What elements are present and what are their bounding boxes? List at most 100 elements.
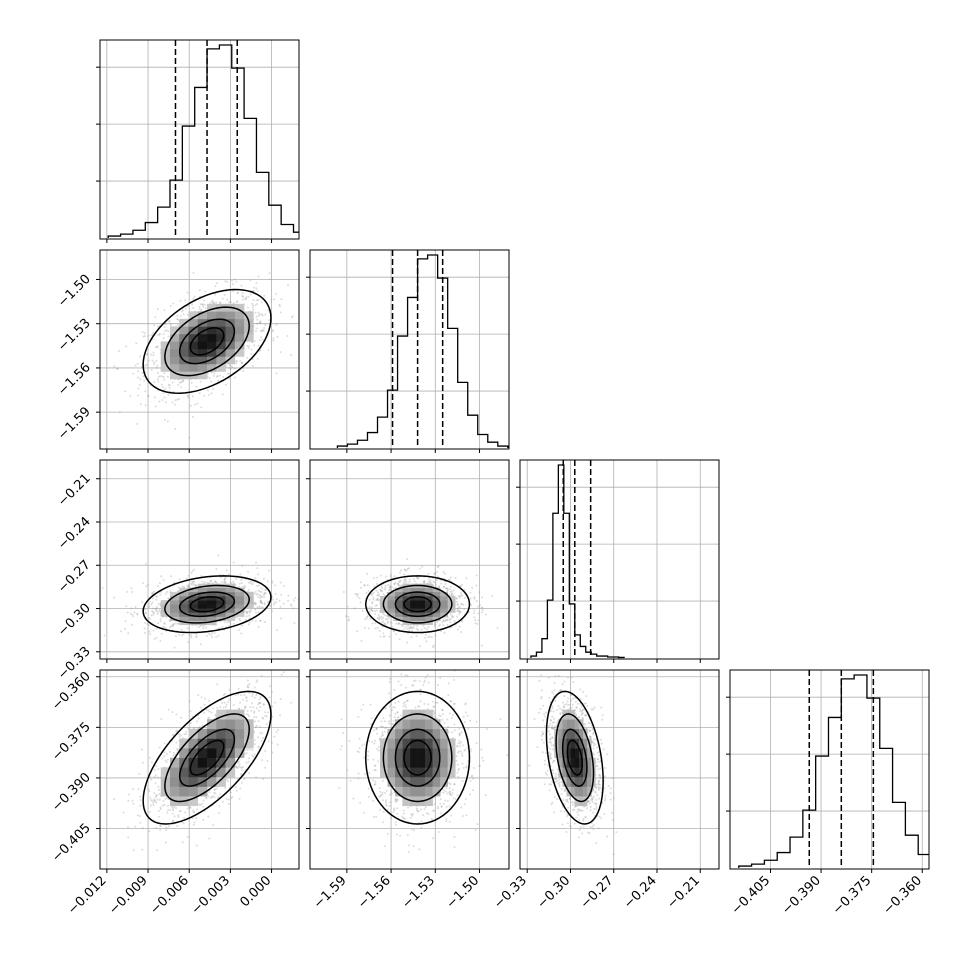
scatter-point — [220, 580, 223, 583]
scatter-point — [264, 592, 267, 595]
scatter-point — [407, 567, 410, 570]
scatter-point — [432, 645, 435, 648]
scatter-point — [256, 605, 259, 608]
panel-content — [310, 460, 509, 659]
scatter-point — [377, 598, 380, 601]
scatter-point — [193, 295, 196, 298]
scatter-point — [217, 796, 220, 799]
scatter-point — [201, 303, 204, 306]
scatter-point — [366, 614, 369, 617]
scatter-point — [183, 817, 186, 820]
scatter-point — [224, 280, 227, 283]
density-cell — [225, 616, 236, 621]
scatter-point — [354, 592, 357, 595]
scatter-point — [215, 788, 218, 791]
scatter-point — [255, 593, 258, 596]
scatter-point — [290, 604, 293, 607]
scatter-point — [217, 379, 220, 382]
scatter-point — [152, 611, 155, 614]
scatter-point — [442, 570, 445, 573]
density-cell — [447, 608, 456, 613]
scatter-point — [153, 775, 156, 778]
density-cell — [234, 318, 245, 327]
panel-content — [100, 670, 299, 869]
scatter-point — [263, 602, 266, 605]
density-cell — [179, 616, 189, 621]
scatter-point — [442, 585, 445, 588]
scatter-point — [224, 692, 227, 695]
scatter-point — [271, 691, 274, 694]
scatter-point — [152, 590, 155, 593]
density-cell — [197, 591, 208, 597]
scatter-point — [156, 612, 159, 615]
scatter-point — [227, 573, 230, 576]
scatter-point — [389, 575, 392, 578]
scatter-point — [250, 348, 253, 351]
scatter-point — [141, 600, 144, 603]
scatter-point — [204, 581, 207, 584]
scatter-point — [205, 634, 208, 637]
density-cell — [179, 363, 189, 372]
scatter-point — [393, 583, 396, 586]
density-cell — [169, 591, 180, 597]
density-cell — [216, 363, 226, 372]
scatter-point — [475, 600, 478, 603]
scatter-point — [150, 804, 153, 807]
scatter-point — [155, 595, 158, 598]
scatter-point — [202, 799, 205, 802]
scatter-point — [163, 626, 166, 629]
scatter-point — [132, 802, 135, 805]
scatter-point — [258, 606, 261, 609]
scatter-point — [184, 308, 187, 311]
density-cell — [225, 612, 236, 617]
scatter-point — [257, 625, 260, 628]
scatter-point — [264, 588, 267, 591]
scatter-point — [167, 808, 170, 811]
scatter-point — [152, 613, 155, 616]
density-cell — [216, 311, 226, 320]
scatter-point — [153, 324, 156, 327]
scatter-point — [290, 354, 293, 357]
scatter-point — [182, 633, 185, 636]
scatter-point — [423, 627, 426, 630]
scatter-point — [235, 280, 238, 283]
scatter-point — [449, 585, 452, 588]
scatter-point — [461, 594, 464, 597]
scatter-point — [363, 584, 366, 587]
scatter-point — [232, 561, 235, 564]
scatter-point — [152, 804, 155, 807]
scatter-point — [141, 827, 144, 830]
scatter-point — [194, 403, 197, 406]
scatter-point — [434, 634, 437, 637]
scatter-point — [232, 580, 235, 583]
scatter-point — [398, 571, 401, 574]
scatter-point — [393, 582, 396, 585]
scatter-point — [214, 580, 217, 583]
scatter-point — [199, 380, 202, 383]
scatter-point — [189, 722, 192, 725]
scatter-point — [211, 300, 214, 303]
scatter-point — [262, 703, 265, 706]
scatter-point — [166, 375, 169, 378]
scatter-point — [391, 625, 394, 628]
density-cell — [197, 348, 208, 357]
density-cell — [216, 318, 226, 327]
density-cell — [417, 587, 426, 593]
scatter-point — [429, 579, 432, 582]
density-cell — [179, 591, 189, 597]
scatter-point — [113, 365, 116, 368]
scatter-point — [286, 599, 289, 602]
scatter-point — [158, 609, 161, 612]
contour-2-1-0 — [364, 575, 471, 634]
scatter-point — [178, 578, 181, 581]
scatter-point — [231, 279, 234, 282]
scatter-point — [259, 725, 262, 728]
scatter-point — [158, 333, 161, 336]
scatter-point — [433, 623, 436, 626]
density-cell — [197, 363, 208, 372]
scatter-point — [406, 567, 409, 570]
scatter-point — [217, 634, 220, 637]
scatter-point — [179, 315, 182, 318]
density-cell — [225, 326, 236, 335]
scatter-point — [368, 598, 371, 601]
